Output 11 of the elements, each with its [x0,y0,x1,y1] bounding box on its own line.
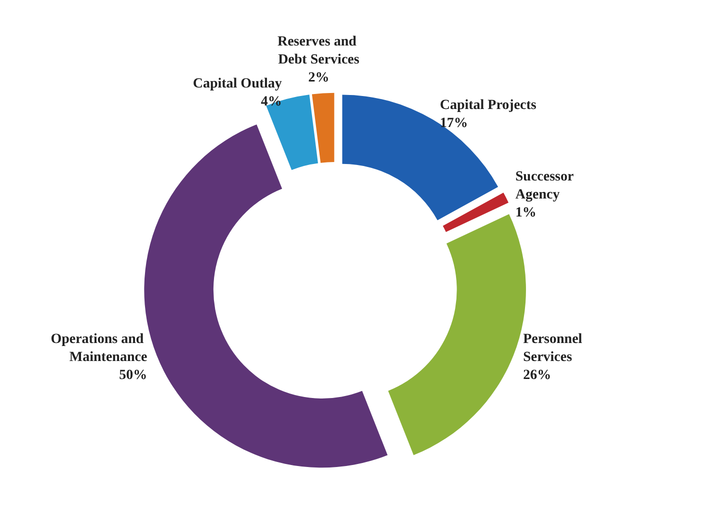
data-label: 17% [440,116,468,131]
data-label: 2% [308,70,330,86]
data-label: 50% [119,368,148,383]
slice-label: Capital Projects [440,98,537,113]
data-label: 1% [515,205,536,220]
slice-label: Capital Outlay [192,76,282,92]
data-label: 26% [523,368,552,383]
slice-label: Personnel Services [523,332,586,365]
slice-label: Reserves and Debt Services [277,34,360,68]
slice-label: Operations and Maintenance [50,332,148,365]
slice-label: Successor Agency [515,169,577,202]
